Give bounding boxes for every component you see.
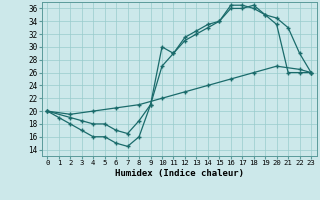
X-axis label: Humidex (Indice chaleur): Humidex (Indice chaleur) [115,169,244,178]
